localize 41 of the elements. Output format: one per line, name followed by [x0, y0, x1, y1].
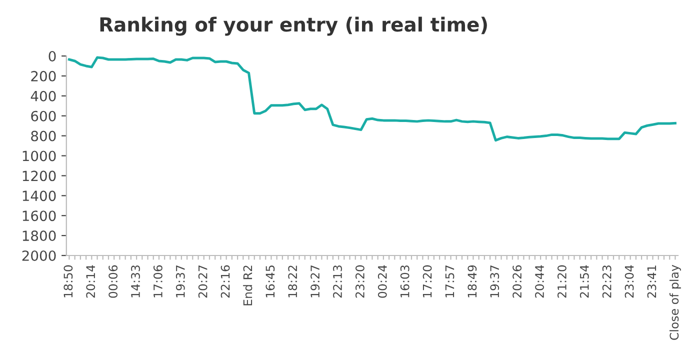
x-tick-label: 23:41 — [647, 266, 656, 298]
x-tick-label: 18:50 — [64, 265, 73, 298]
x-tick-label: 20:14 — [86, 265, 96, 298]
x-tick-label: 22:23 — [602, 265, 612, 298]
x-tick-label: End R2 — [243, 266, 252, 306]
x-tick-label: 23:04 — [624, 265, 634, 298]
x-tick-label: 21:20 — [557, 265, 566, 298]
x-tick-label: 00:06 — [108, 265, 118, 298]
chart-title: Ranking of your entry (in real time) — [100, 16, 487, 36]
x-tick-label: 19:37 — [490, 266, 500, 298]
y-tick-label: 200 — [31, 70, 56, 82]
x-tick-label: 16:03 — [400, 265, 410, 298]
y-tick-label: 1200 — [22, 170, 56, 182]
x-tick-label: 16:45 — [266, 266, 275, 298]
x-tick-label: 20:26 — [512, 265, 522, 298]
y-tick-label: 600 — [31, 110, 56, 122]
y-tick-label: 1000 — [22, 150, 56, 162]
x-tick-label: 00:24 — [378, 265, 387, 298]
x-tick-label: 18:22 — [288, 266, 298, 298]
y-tick-label: 1600 — [22, 210, 56, 222]
y-tick-label: 1800 — [22, 230, 56, 242]
x-tick-label: 19:37 — [176, 266, 185, 298]
y-tick-label: 1400 — [22, 190, 56, 202]
x-tick-label: 18:49 — [468, 265, 477, 298]
x-tick-label: 20:27 — [198, 266, 208, 298]
y-tick-label: 400 — [30, 90, 56, 102]
y-tick-label: 800 — [31, 130, 56, 142]
x-tick-label: 14:33 — [131, 265, 140, 298]
x-tick-label: 21:54 — [580, 265, 589, 298]
x-tick-label: Close of play — [670, 264, 681, 340]
x-tick-label: 20:44 — [535, 265, 544, 298]
line-series — [68, 56, 676, 142]
x-tick-label: 17:06 — [153, 265, 162, 298]
x-tick-label: 19:27 — [310, 266, 320, 298]
y-tick-label: 0 — [48, 50, 56, 62]
x-tick-label: 22:13 — [333, 265, 342, 298]
x-tick-label: 22:16 — [220, 265, 230, 298]
y-tick-label: 2000 — [22, 250, 56, 261]
x-tick-label: 17:57 — [445, 266, 454, 298]
x-tick-label: 17:20 — [422, 265, 432, 298]
x-tick-label: 23:20 — [355, 265, 364, 298]
